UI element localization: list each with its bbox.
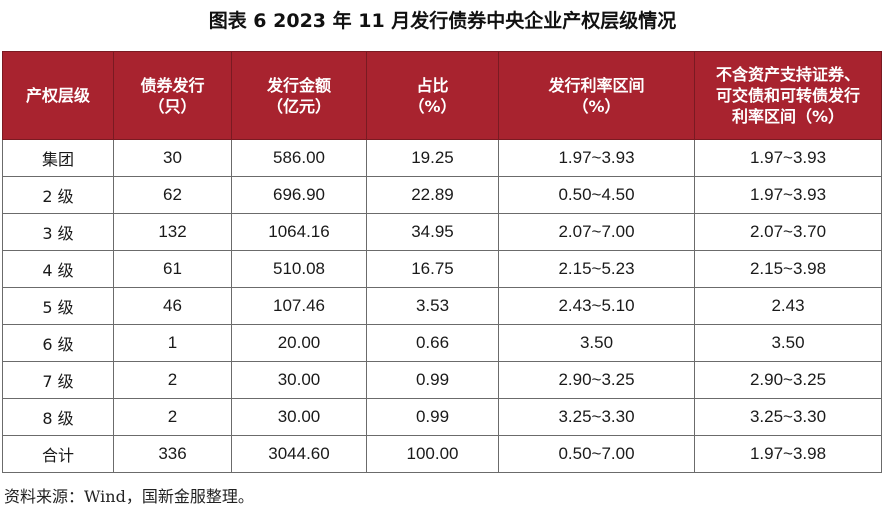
bond-issuance-table: 产权层级 债券发行 （只） 发行金额 （亿元） 占比 （%） 发行利率区间 （%…: [2, 51, 882, 473]
cell-share: 0.66: [366, 324, 499, 362]
cell-share: 3.53: [366, 287, 499, 325]
cell-share: 0.99: [366, 398, 499, 436]
cell-count: 62: [113, 176, 232, 214]
cell-amount: 1064.16: [231, 213, 367, 251]
table-row: 3 级 132 1064.16 34.95 2.07~7.00 2.07~3.7…: [2, 213, 882, 251]
cell-level: 2 级: [2, 176, 114, 214]
cell-count: 336: [113, 435, 232, 473]
cell-level: 5 级: [2, 287, 114, 325]
cell-count: 132: [113, 213, 232, 251]
cell-rate-range-excluding: 3.25~3.30: [694, 398, 882, 436]
cell-rate-range: 2.43~5.10: [498, 287, 695, 325]
cell-level: 7 级: [2, 361, 114, 399]
cell-level: 8 级: [2, 398, 114, 436]
cell-amount: 510.08: [231, 250, 367, 288]
cell-rate-range: 0.50~7.00: [498, 435, 695, 473]
table-title: 图表 6 2023 年 11 月发行债券中央企业产权层级情况: [208, 10, 677, 32]
cell-rate-range-excluding: 1.97~3.98: [694, 435, 882, 473]
cell-share: 22.89: [366, 176, 499, 214]
table-row: 8 级 2 30.00 0.99 3.25~3.30 3.25~3.30: [2, 398, 882, 436]
table-row: 2 级 62 696.90 22.89 0.50~4.50 1.97~3.93: [2, 176, 882, 214]
cell-amount: 3044.60: [231, 435, 367, 473]
cell-count: 2: [113, 398, 232, 436]
table-row: 6 级 1 20.00 0.66 3.50 3.50: [2, 324, 882, 362]
cell-rate-range: 2.07~7.00: [498, 213, 695, 251]
cell-level: 合计: [2, 435, 114, 473]
cell-rate-range: 3.25~3.30: [498, 398, 695, 436]
cell-share: 19.25: [366, 139, 499, 177]
table-row: 集团 30 586.00 19.25 1.97~3.93 1.97~3.93: [2, 139, 882, 177]
cell-share: 0.99: [366, 361, 499, 399]
cell-amount: 107.46: [231, 287, 367, 325]
header-bond-count: 债券发行 （只）: [113, 51, 232, 140]
cell-level: 6 级: [2, 324, 114, 362]
header-share: 占比 （%）: [366, 51, 499, 140]
cell-rate-range: 3.50: [498, 324, 695, 362]
cell-count: 61: [113, 250, 232, 288]
cell-amount: 20.00: [231, 324, 367, 362]
table-row: 7 级 2 30.00 0.99 2.90~3.25 2.90~3.25: [2, 361, 882, 399]
cell-rate-range-excluding: 1.97~3.93: [694, 139, 882, 177]
source-note: 资料来源：Wind，国新金服整理。: [4, 487, 254, 506]
cell-rate-range-excluding: 2.15~3.98: [694, 250, 882, 288]
cell-rate-range-excluding: 1.97~3.93: [694, 176, 882, 214]
header-ownership-level: 产权层级: [2, 51, 114, 140]
cell-amount: 586.00: [231, 139, 367, 177]
cell-amount: 30.00: [231, 398, 367, 436]
table-total-row: 合计 336 3044.60 100.00 0.50~7.00 1.97~3.9…: [2, 435, 882, 473]
cell-count: 2: [113, 361, 232, 399]
cell-rate-range-excluding: 2.43: [694, 287, 882, 325]
cell-count: 1: [113, 324, 232, 362]
header-issue-amount: 发行金额 （亿元）: [231, 51, 367, 140]
cell-rate-range-excluding: 3.50: [694, 324, 882, 362]
table-row: 5 级 46 107.46 3.53 2.43~5.10 2.43: [2, 287, 882, 325]
table-header-row: 产权层级 债券发行 （只） 发行金额 （亿元） 占比 （%） 发行利率区间 （%…: [2, 51, 882, 140]
cell-level: 3 级: [2, 213, 114, 251]
cell-rate-range: 2.15~5.23: [498, 250, 695, 288]
cell-share: 16.75: [366, 250, 499, 288]
header-rate-range-excluding: 不含资产支持证券、 可交债和可转债发行 利率区间（%）: [694, 51, 882, 140]
cell-level: 4 级: [2, 250, 114, 288]
header-rate-range: 发行利率区间 （%）: [498, 51, 695, 140]
table-row: 4 级 61 510.08 16.75 2.15~5.23 2.15~3.98: [2, 250, 882, 288]
cell-amount: 696.90: [231, 176, 367, 214]
cell-rate-range: 1.97~3.93: [498, 139, 695, 177]
cell-share: 34.95: [366, 213, 499, 251]
cell-rate-range: 2.90~3.25: [498, 361, 695, 399]
cell-rate-range-excluding: 2.90~3.25: [694, 361, 882, 399]
cell-rate-range: 0.50~4.50: [498, 176, 695, 214]
cell-count: 30: [113, 139, 232, 177]
cell-rate-range-excluding: 2.07~3.70: [694, 213, 882, 251]
cell-amount: 30.00: [231, 361, 367, 399]
cell-level: 集团: [2, 139, 114, 177]
cell-share: 100.00: [366, 435, 499, 473]
cell-count: 46: [113, 287, 232, 325]
